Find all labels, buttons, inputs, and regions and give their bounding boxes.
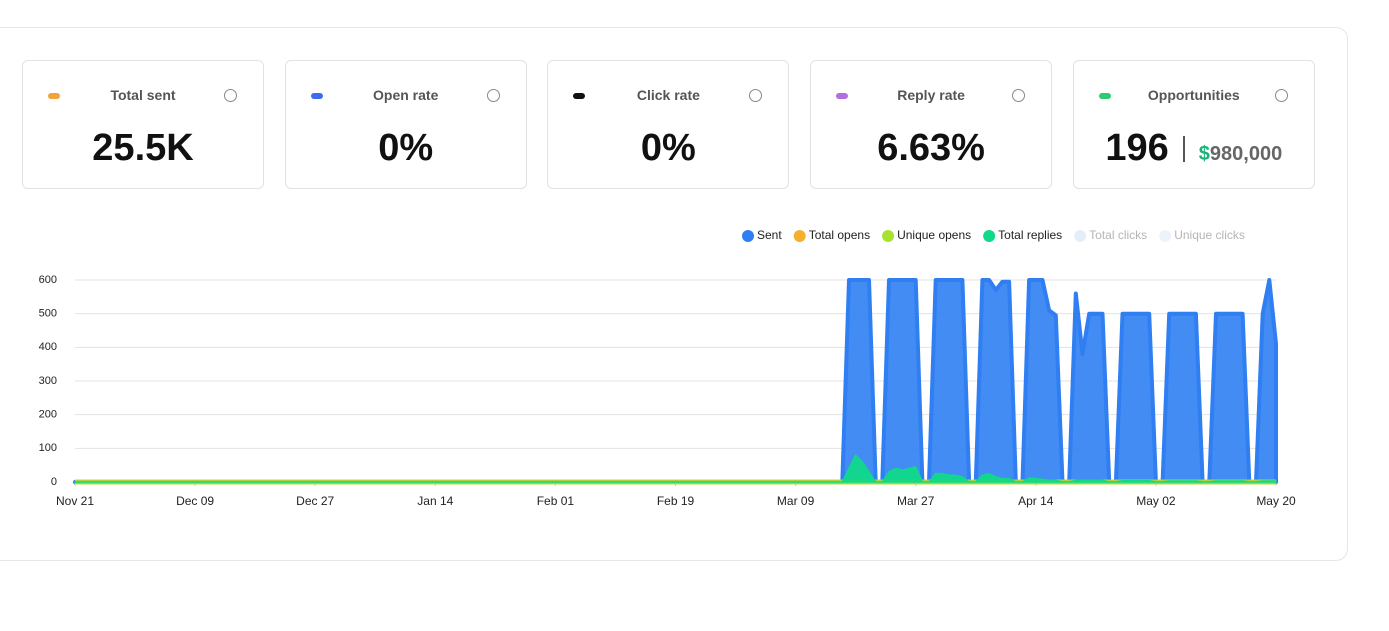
card-value-box: 0% [286,127,526,170]
y-tick-label: 300 [39,375,57,387]
x-tick-label: Feb 19 [657,494,695,508]
y-tick-label: 600 [39,274,57,286]
stat-card: Open rate 0% [284,60,527,189]
card-value: 0% [378,127,434,169]
legend-marker [882,230,895,242]
legend-label[interactable]: Total replies [998,228,1062,242]
legend-marker [983,230,996,242]
card-value: 6.63% [877,127,985,169]
info-icon[interactable] [486,89,500,102]
info-icon[interactable] [749,89,763,102]
card-label: Total sent [110,87,176,103]
info-icon[interactable] [1274,89,1288,102]
separator [1182,136,1185,162]
legend-label[interactable]: Unique opens [897,228,971,242]
y-tick-label: 200 [39,409,57,421]
card-marker [48,93,60,99]
card-value-box: 25.5K [23,127,263,170]
legend-marker [742,230,754,242]
stat-card: Opportunities 196 $980,000 [1072,60,1315,189]
card-label: Open rate [373,87,439,103]
x-tick-label: May 02 [1136,494,1176,508]
legend-marker [1159,230,1172,242]
card-value-box: 0% [548,127,788,170]
card-marker [573,93,586,99]
info-icon[interactable] [1012,89,1026,102]
stat-card: Click rate 0% [547,60,790,189]
legend-marker [793,230,806,242]
card-value-box: 6.63% [811,127,1051,170]
x-tick-label: Apr 14 [1018,494,1054,508]
x-tick-label: Feb 01 [537,494,575,508]
x-tick-label: May 20 [1256,494,1296,508]
legend-label[interactable]: Total opens [809,228,870,242]
card-label: Opportunities [1147,87,1240,103]
info-icon[interactable] [224,89,237,102]
stat-card: Reply rate 6.63% [810,60,1053,189]
card-marker [836,93,849,99]
x-tick-label: Dec 09 [176,494,214,508]
y-tick-label: 500 [39,308,57,320]
amount: 980,000 [1209,143,1283,165]
card-value-box: 196 $980,000 [1074,127,1314,170]
panel [0,27,1348,561]
card-label: Click rate [636,87,700,103]
card-marker [310,93,323,99]
x-tick-label: Nov 21 [56,494,94,508]
card-value: 196 [1105,127,1169,169]
y-tick-label: 100 [39,442,57,454]
legend-label[interactable]: Sent [757,228,782,242]
card-value: 25.5K [92,127,194,169]
y-tick-label: 0 [51,476,57,488]
card-label: Reply rate [897,87,965,103]
x-tick-label: Mar 09 [777,494,815,508]
legend-marker [1074,230,1087,242]
y-tick-label: 400 [39,341,57,353]
x-tick-label: Jan 14 [417,494,453,508]
card-value: 0% [640,127,696,169]
currency-symbol: $ [1198,143,1210,165]
legend-label[interactable]: Total clicks [1089,228,1147,242]
x-tick-label: Dec 27 [296,494,334,508]
legend-label[interactable]: Unique clicks [1174,228,1245,242]
x-tick-label: Mar 27 [897,494,935,508]
area [74,454,1277,483]
stat-card: Total sent 25.5K [22,60,264,189]
card-marker [1098,93,1111,99]
